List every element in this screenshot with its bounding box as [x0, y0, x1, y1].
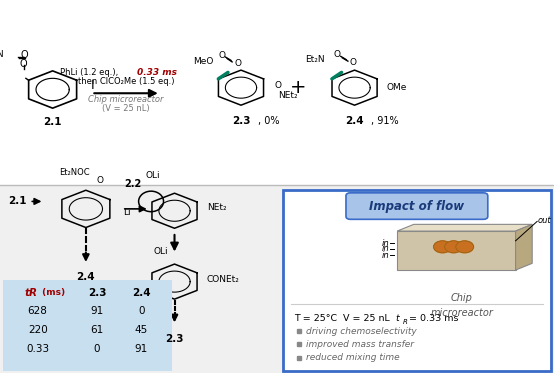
Text: O: O [275, 81, 281, 90]
Text: then ClCO₂Me (1.5 eq.): then ClCO₂Me (1.5 eq.) [78, 77, 175, 86]
Text: Et₂N: Et₂N [305, 55, 325, 64]
Text: OLi: OLi [145, 171, 160, 180]
Text: O: O [334, 50, 340, 59]
Text: 2.4: 2.4 [132, 288, 151, 298]
Text: out: out [538, 216, 551, 225]
Text: NEt₂: NEt₂ [278, 91, 297, 100]
Text: MeO: MeO [193, 57, 213, 66]
Text: Impact of flow: Impact of flow [370, 200, 464, 213]
Text: in: in [381, 251, 389, 260]
Text: reduced mixing time: reduced mixing time [306, 353, 400, 362]
Text: PhLi (1.2 eq.),: PhLi (1.2 eq.), [60, 68, 121, 77]
Text: 0.33: 0.33 [26, 344, 49, 354]
Text: Li: Li [124, 208, 131, 217]
Text: OMe: OMe [386, 83, 407, 92]
Text: 2.3: 2.3 [232, 116, 250, 126]
Text: Chip: Chip [451, 294, 473, 303]
Circle shape [456, 241, 474, 253]
Text: 2.3: 2.3 [88, 288, 106, 298]
Text: improved mass transfer: improved mass transfer [306, 340, 414, 349]
Text: 2.2: 2.2 [125, 179, 142, 188]
Text: driving chemoselectivity: driving chemoselectivity [306, 327, 417, 336]
Text: microreactor: microreactor [430, 308, 493, 317]
Text: , 91%: , 91% [371, 116, 399, 126]
Text: 2.1: 2.1 [43, 117, 62, 128]
Text: V = 25 nL: V = 25 nL [343, 314, 390, 323]
Text: 0.33 ms: 0.33 ms [136, 68, 177, 77]
Text: 45: 45 [135, 325, 148, 335]
Text: 0: 0 [138, 307, 145, 316]
Text: O: O [235, 59, 242, 68]
Bar [397, 231, 516, 270]
Text: 91: 91 [90, 307, 104, 316]
Text: 628: 628 [28, 307, 48, 316]
Circle shape [434, 241, 452, 253]
Text: Et₂NOC: Et₂NOC [59, 168, 90, 177]
Text: O: O [96, 176, 103, 185]
Text: (V = 25 nL): (V = 25 nL) [102, 104, 150, 113]
Text: 2.4: 2.4 [76, 272, 95, 282]
Text: in: in [381, 239, 389, 248]
Text: 2.3: 2.3 [165, 335, 184, 344]
Text: CONEt₂: CONEt₂ [206, 275, 239, 284]
Text: 91: 91 [135, 344, 148, 354]
Text: 2.1: 2.1 [8, 197, 27, 206]
Polygon shape [397, 224, 532, 231]
Text: Et₂N: Et₂N [0, 50, 4, 59]
Text: O: O [218, 51, 225, 60]
Text: +: + [290, 78, 306, 97]
Text: O: O [20, 50, 28, 60]
Text: 61: 61 [90, 325, 104, 335]
FancyBboxPatch shape [346, 193, 488, 219]
Text: NEt₂: NEt₂ [207, 203, 227, 211]
Bar [0, 185, 554, 373]
Bar [0, 0, 554, 185]
Text: = 0.33 ms: = 0.33 ms [406, 314, 459, 323]
Polygon shape [516, 224, 532, 270]
Text: OLi: OLi [153, 247, 168, 256]
FancyBboxPatch shape [3, 280, 172, 371]
Text: in: in [381, 244, 389, 253]
Text: , 0%: , 0% [258, 116, 279, 126]
Text: T = 25°C: T = 25°C [294, 314, 337, 323]
Text: (ms): (ms) [39, 288, 65, 297]
Text: tR: tR [25, 288, 38, 298]
Text: I: I [90, 79, 94, 92]
Circle shape [445, 241, 463, 253]
Text: Chip microreactor: Chip microreactor [88, 95, 164, 104]
Text: O: O [19, 59, 27, 69]
Text: 0: 0 [94, 344, 100, 354]
Text: 220: 220 [28, 325, 48, 335]
Text: R: R [403, 319, 408, 325]
FancyBboxPatch shape [283, 190, 551, 371]
Text: 2.4: 2.4 [345, 116, 364, 126]
Text: t: t [395, 314, 399, 323]
Text: O: O [350, 58, 357, 67]
